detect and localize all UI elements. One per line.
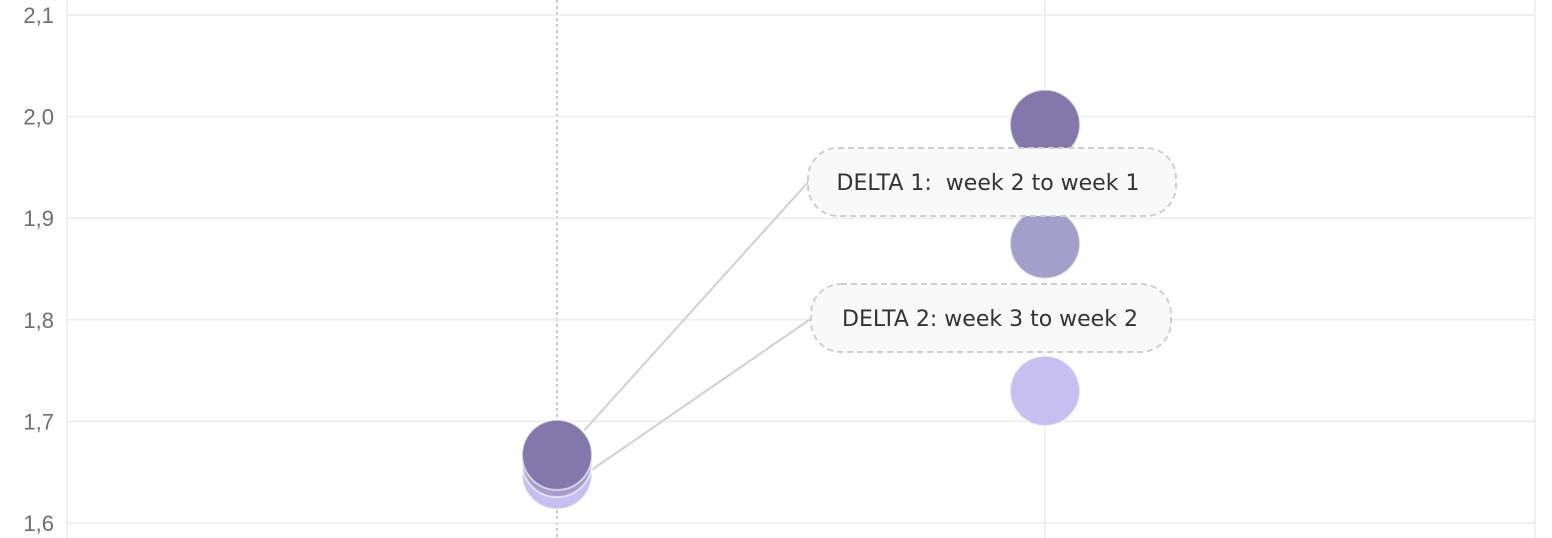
data-point xyxy=(521,418,593,491)
y-tick-label: 1,7 xyxy=(23,409,54,434)
y-tick-label: 1,8 xyxy=(23,308,54,333)
annotation-text-delta-1: DELTA 1: week 2 to week 1 xyxy=(837,171,1140,196)
annotation-text-delta-2: DELTA 2: week 3 to week 2 xyxy=(842,307,1138,332)
annotation-leaders xyxy=(583,179,813,476)
annotation-delta-1: DELTA 1: week 2 to week 1 xyxy=(807,147,1177,217)
annotation-delta-2: DELTA 2: week 3 to week 2 xyxy=(810,283,1172,353)
y-tick-labels: 1,6 1,7 1,8 1,9 2,0 2,1 xyxy=(23,3,54,536)
annotation-box-delta-1 xyxy=(807,147,1177,217)
y-tick-label: 2,0 xyxy=(23,105,54,130)
y-grid xyxy=(67,14,1535,524)
annotation-box-delta-2 xyxy=(810,283,1172,353)
y-tick-label: 1,6 xyxy=(23,511,54,536)
annotation-leader-line xyxy=(583,317,813,476)
y-tick-label: 1,9 xyxy=(23,206,54,231)
annotation-leader-line xyxy=(583,179,811,432)
data-point xyxy=(1009,354,1081,427)
y-tick-label: 2,1 xyxy=(23,3,54,28)
data-point xyxy=(1009,207,1081,280)
data-points xyxy=(521,88,1081,511)
